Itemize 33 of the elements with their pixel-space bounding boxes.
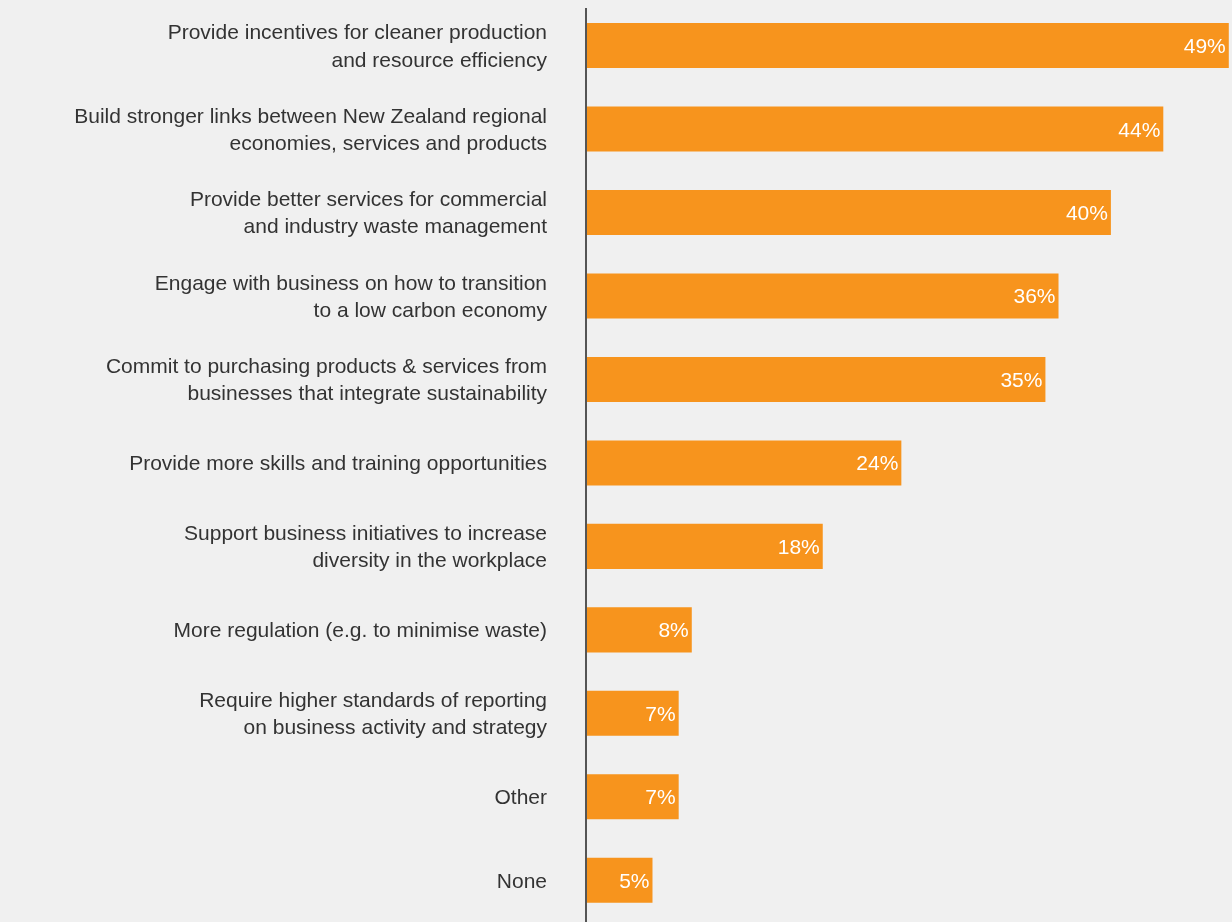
y-tick-label: Support business initiatives to increase diversity in the workplace: [184, 521, 548, 572]
bar: [587, 523, 823, 569]
data-label: 44%: [1118, 117, 1161, 141]
y-tick-label: More regulation (e.g. to minimise waste): [173, 618, 548, 642]
y-tick-label: Commit to purchasing products & services from businesses that integrate sustainability: [105, 354, 548, 405]
bar: [587, 607, 692, 653]
bar: [587, 356, 1046, 402]
bar: [587, 440, 902, 486]
y-tick-label: Build stronger links between New Zealand regional economies, services and products: [74, 103, 548, 155]
data-label: 35%: [1000, 367, 1043, 391]
data-label: 5%: [619, 868, 650, 892]
data-label: 40%: [1065, 201, 1108, 225]
data-label: 7%: [645, 785, 676, 809]
bar: [587, 106, 1164, 152]
data-label: 18%: [777, 534, 820, 558]
y-tick-label: Engage with business on how to transition to a low carbon economy: [154, 270, 548, 321]
data-label: 49%: [1183, 34, 1226, 58]
y-tick-label: Provide more skills and training opportunities: [129, 451, 548, 475]
y-tick-label: None: [496, 868, 548, 892]
bar: [587, 189, 1111, 236]
y-tick-label: Provide incentives for cleaner production and resource efficiency: [167, 20, 548, 71]
y-tick-label: Provide better services for commercial and industry waste management: [189, 187, 548, 238]
y-tick-label: Other: [494, 785, 548, 809]
bar: [587, 273, 1059, 319]
data-label: 8%: [658, 618, 689, 642]
bar: [587, 857, 653, 903]
data-label: 24%: [856, 451, 899, 475]
bar: [587, 690, 679, 736]
bar: [587, 774, 679, 820]
y-tick-label: Require higher standards of reporting on business activity and strategy: [199, 688, 548, 739]
bar: [587, 23, 1229, 69]
data-label: 36%: [1013, 284, 1056, 308]
data-label: 7%: [645, 701, 676, 725]
